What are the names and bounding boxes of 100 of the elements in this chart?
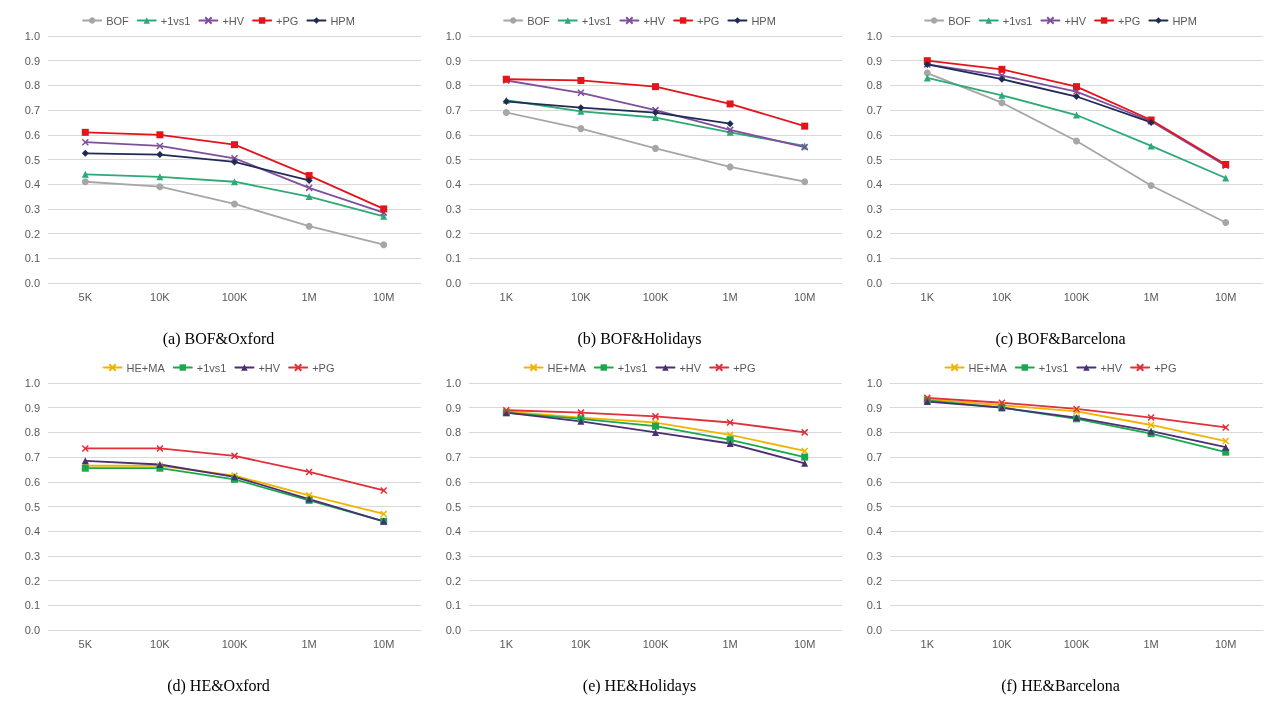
x-tick-label: 1K — [499, 637, 514, 650]
y-tick-label: 0.0 — [24, 277, 40, 289]
legend-label: +1vs1 — [617, 361, 648, 374]
legend-label: +PG — [733, 361, 756, 374]
y-tick-label: 0.6 — [445, 128, 461, 141]
text: (e) HE&Holidays — [582, 676, 697, 695]
y-tick-label: 0.2 — [24, 227, 40, 240]
y-tick-label: 0.9 — [866, 54, 882, 67]
y-tick-label: 0.4 — [866, 178, 882, 191]
x-tick-label: 10M — [1215, 290, 1237, 303]
x-tick-label: 10M — [794, 290, 816, 303]
text: (b) BOF&Holidays — [577, 329, 702, 348]
y-tick-label: 0.4 — [24, 525, 40, 538]
legend-label: +HV — [1100, 361, 1123, 374]
legend-label: +1vs1 — [196, 361, 227, 374]
x-tick-label: 1M — [722, 637, 738, 650]
x-tick-label: 1M — [722, 290, 738, 303]
y-tick-label: 0.7 — [445, 104, 461, 117]
y-tick-label: 0.8 — [24, 426, 40, 439]
legend-label: HE+MA — [547, 361, 587, 374]
legend-label: +PG — [697, 14, 720, 27]
legend-label: BOF — [106, 14, 130, 27]
y-tick-label: 0.4 — [445, 525, 461, 538]
y-tick-label: 0.6 — [24, 128, 40, 141]
y-tick-label: 0.3 — [445, 549, 461, 562]
y-tick-label: 0.2 — [866, 227, 882, 240]
y-tick-label: 0.2 — [445, 227, 461, 240]
legend-label: +1vs1 — [581, 14, 612, 27]
y-tick-label: 0.1 — [866, 252, 882, 265]
x-tick-label: 1K — [499, 290, 514, 303]
y-tick-label: 0.1 — [445, 252, 461, 265]
y-tick-label: 0.0 — [866, 277, 882, 289]
legend-label: +1vs1 — [1002, 14, 1033, 27]
y-tick-label: 0.7 — [24, 451, 40, 464]
y-tick-label: 0.7 — [445, 451, 461, 464]
text: (a) BOF&Oxford — [162, 329, 275, 348]
x-tick-label: 5K — [78, 290, 93, 303]
y-tick-label: 1.0 — [445, 30, 461, 42]
y-tick-label: 1.0 — [24, 30, 40, 42]
y-tick-label: 0.0 — [445, 624, 461, 636]
y-tick-label: 0.8 — [866, 426, 882, 439]
y-tick-label: 0.6 — [445, 475, 461, 488]
y-tick-label: 0.2 — [445, 574, 461, 587]
x-tick-label: 10K — [571, 637, 592, 650]
y-tick-label: 0.5 — [445, 153, 461, 166]
y-tick-label: 0.1 — [24, 599, 40, 612]
y-tick-label: 0.0 — [866, 624, 882, 636]
x-tick-label: 10K — [992, 290, 1013, 303]
x-tick-label: 1M — [301, 637, 317, 650]
x-tick-label: 10M — [794, 637, 816, 650]
legend-label: +PG — [312, 361, 335, 374]
y-tick-label: 1.0 — [445, 377, 461, 389]
y-tick-label: 0.2 — [24, 574, 40, 587]
legend-label: +PG — [1154, 361, 1177, 374]
legend-label: +HV — [222, 14, 245, 27]
x-tick-label: 5K — [78, 637, 93, 650]
x-tick-label: 100K — [221, 290, 248, 303]
y-tick-label: 0.8 — [24, 79, 40, 92]
text: (c) BOF&Barcelona — [995, 329, 1126, 348]
x-tick-label: 10K — [992, 637, 1013, 650]
x-tick-label: 1M — [1143, 290, 1159, 303]
y-tick-label: 0.6 — [866, 475, 882, 488]
x-tick-label: 10M — [373, 637, 395, 650]
y-tick-label: 0.0 — [445, 277, 461, 289]
y-tick-label: 0.9 — [24, 54, 40, 67]
x-tick-label: 10M — [373, 290, 395, 303]
legend-label: +PG — [1118, 14, 1141, 27]
x-tick-label: 10M — [1215, 637, 1237, 650]
x-tick-label: 10K — [150, 290, 171, 303]
legend-label: +1vs1 — [1038, 361, 1069, 374]
y-tick-label: 0.1 — [24, 252, 40, 265]
y-tick-label: 0.4 — [24, 178, 40, 191]
legend-label: +HV — [1064, 14, 1087, 27]
y-tick-label: 0.9 — [24, 401, 40, 414]
legend-label: +HV — [643, 14, 666, 27]
x-tick-label: 1K — [920, 290, 935, 303]
x-tick-label: 10K — [571, 290, 592, 303]
y-tick-label: 1.0 — [24, 377, 40, 389]
x-tick-label: 100K — [221, 637, 248, 650]
y-tick-label: 1.0 — [866, 30, 882, 42]
y-tick-label: 0.2 — [866, 574, 882, 587]
y-tick-label: 0.5 — [866, 153, 882, 166]
y-tick-label: 0.8 — [866, 79, 882, 92]
y-tick-label: 0.3 — [866, 202, 882, 215]
y-tick-label: 0.4 — [866, 525, 882, 538]
legend-label: +1vs1 — [160, 14, 191, 27]
legend-label: +HV — [679, 361, 702, 374]
y-tick-label: 0.7 — [24, 104, 40, 117]
x-tick-label: 1M — [301, 290, 317, 303]
legend-label: HE+MA — [126, 361, 166, 374]
x-tick-label: 100K — [642, 637, 669, 650]
legend-label: HE+MA — [968, 361, 1008, 374]
y-tick-label: 0.3 — [866, 549, 882, 562]
y-tick-label: 0.5 — [866, 500, 882, 513]
y-tick-label: 0.5 — [445, 500, 461, 513]
y-tick-label: 0.3 — [445, 202, 461, 215]
legend-label: HPM — [751, 14, 776, 27]
y-tick-label: 0.5 — [24, 500, 40, 513]
y-tick-label: 0.5 — [24, 153, 40, 166]
y-tick-label: 0.3 — [24, 549, 40, 562]
